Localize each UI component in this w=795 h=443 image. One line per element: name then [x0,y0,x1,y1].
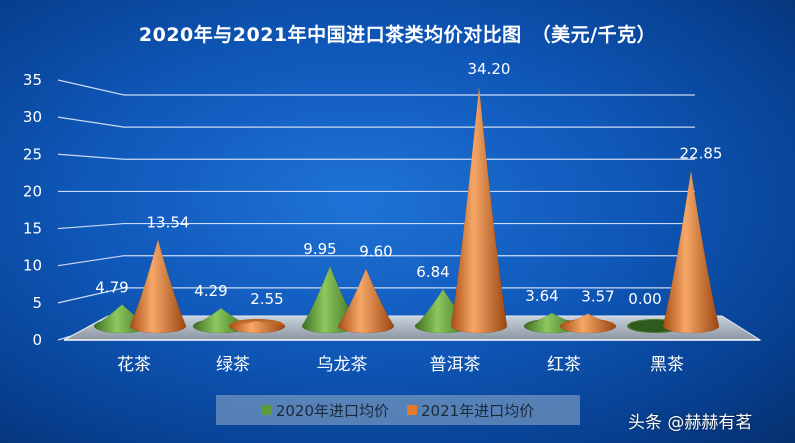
y-tick-label: 30 [23,108,42,126]
cone-2021 [129,238,187,334]
data-label-2020: 3.64 [525,287,558,305]
legend-item-2021: 2021年进口均价 [407,400,534,421]
data-label-2021: 22.85 [680,144,723,162]
legend-swatch-2020 [261,405,272,415]
data-label-2020: 4.29 [194,282,227,300]
x-category-label: 红茶 [547,355,581,375]
x-category-label: 乌龙茶 [317,355,368,375]
cone-body [337,268,395,334]
legend-item-2020: 2020年进口均价 [261,400,389,421]
legend: 2020年进口均价 2021年进口均价 [216,395,580,425]
legend-swatch-2021 [407,405,417,415]
legend-label-2020: 2020年进口均价 [275,401,389,420]
cone-body [559,313,617,334]
data-label-2020: 0.00 [628,290,661,308]
y-tick-label: 5 [32,294,42,312]
data-label-2021: 3.57 [581,287,614,305]
cone-2021 [559,313,617,334]
data-label-2021: 34.20 [468,60,511,78]
x-category-label: 花茶 [117,355,151,375]
x-category-label: 黑茶 [650,355,684,375]
gridline [57,287,695,304]
data-label-2020: 9.95 [303,240,336,258]
gridline [57,153,695,160]
cone-body [228,320,286,334]
cone-body [450,85,508,334]
cone-body [662,170,720,334]
x-category-label: 绿茶 [216,355,250,375]
chart-title: 2020年与2021年中国进口茶类均价对比图 （美元/千克） [138,24,657,46]
data-label-2021: 9.60 [359,243,392,261]
legend-label-2021: 2021年进口均价 [421,401,535,420]
cone-body [129,238,187,334]
cone-2021 [662,170,720,334]
data-label-2021: 2.55 [250,290,283,308]
y-tick-label: 10 [23,257,42,275]
watermark: 头条 @赫赫有茗 [628,413,753,433]
data-label-2020: 6.84 [416,263,449,281]
y-tick-label: 15 [23,220,42,238]
data-label-2021: 13.54 [147,213,190,231]
gridline [57,222,695,230]
gridline [57,255,695,267]
cone-2021 [450,85,508,334]
y-tick-label: 25 [23,145,42,163]
x-category-label: 普洱茶 [430,355,481,375]
y-tick-label: 0 [32,331,42,349]
y-tick-label: 20 [23,182,42,200]
data-label-2020: 4.79 [95,278,128,296]
gridline [57,116,695,128]
y-tick-label: 35 [23,71,42,89]
cone-2021 [337,268,395,334]
cone-2021 [228,319,286,334]
gridline [57,79,695,96]
